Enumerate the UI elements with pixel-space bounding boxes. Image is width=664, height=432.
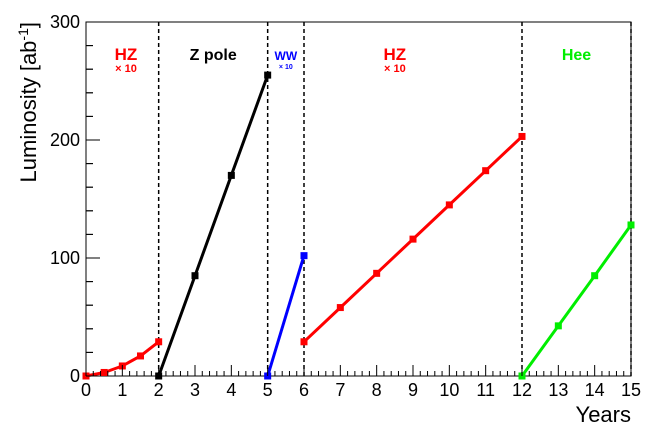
x-tick-label: 2 xyxy=(154,380,164,400)
x-tick-label: 4 xyxy=(226,380,236,400)
y-tick-label: 300 xyxy=(50,12,80,32)
data-point xyxy=(373,269,381,277)
plot-border xyxy=(85,21,632,377)
data-point xyxy=(554,322,562,330)
data-point xyxy=(445,201,453,209)
data-point xyxy=(518,132,526,140)
x-tick-label: 8 xyxy=(372,380,382,400)
y-axis-title-end: ] xyxy=(16,22,41,28)
x-tick-label: 15 xyxy=(621,380,641,400)
data-point xyxy=(300,338,308,346)
data-point xyxy=(155,338,163,346)
region-scale-label: × 10 xyxy=(115,63,137,75)
region-scale-label: × 10 xyxy=(279,64,293,71)
y-axis-title-main: Luminosity [ab xyxy=(16,41,41,183)
region-label: Hee xyxy=(562,47,591,64)
y-tick-label: 100 xyxy=(50,248,80,268)
axes: 0 1 2 3 4 5 6 7 8 9 10 11 12 13 14 150100200300YearsLum… xyxy=(15,12,641,427)
x-tick-label: 12 xyxy=(512,380,532,400)
data-point xyxy=(264,71,272,79)
region-label: Z pole xyxy=(190,47,237,64)
y-tick-label: 200 xyxy=(50,130,80,150)
x-tick-label: 6 xyxy=(299,380,309,400)
data-point xyxy=(100,368,108,376)
x-tick-label: 9 xyxy=(408,380,418,400)
data-point xyxy=(627,221,635,229)
data-point xyxy=(137,352,144,360)
x-tick-label: 7 xyxy=(335,380,345,400)
series-line xyxy=(520,224,633,377)
series-line xyxy=(266,255,306,377)
data-point xyxy=(227,171,235,179)
data-point xyxy=(591,272,599,280)
x-tick-label: 10 xyxy=(439,380,459,400)
x-tick-label: 11 xyxy=(476,380,495,400)
data-point xyxy=(482,167,490,175)
x-tick-label: 14 xyxy=(585,380,605,400)
x-tick-label: 3 xyxy=(190,380,200,400)
x-axis-title: Years xyxy=(576,402,631,427)
data-point xyxy=(409,235,417,243)
data-series xyxy=(82,71,635,380)
y-axis-title-exponent: -1 xyxy=(15,28,31,41)
y-tick-label: 0 xyxy=(70,366,80,386)
region-label: WW xyxy=(275,49,298,63)
data-point xyxy=(336,304,344,312)
data-point xyxy=(300,252,308,260)
x-tick-label: 0 xyxy=(81,380,91,400)
region-label: HZ xyxy=(383,45,406,64)
x-tick-label: 1 xyxy=(117,380,127,400)
period-dividers xyxy=(157,22,632,376)
x-tick-label: 13 xyxy=(548,380,568,400)
plot-frame xyxy=(85,21,632,377)
data-point xyxy=(191,272,199,280)
x-tick-label: 5 xyxy=(263,380,273,400)
region-label: HZ xyxy=(115,45,138,64)
region-scale-label: × 10 xyxy=(384,63,406,75)
y-axis-title: Luminosity [ab-1] xyxy=(15,22,41,182)
series-line xyxy=(157,74,270,377)
